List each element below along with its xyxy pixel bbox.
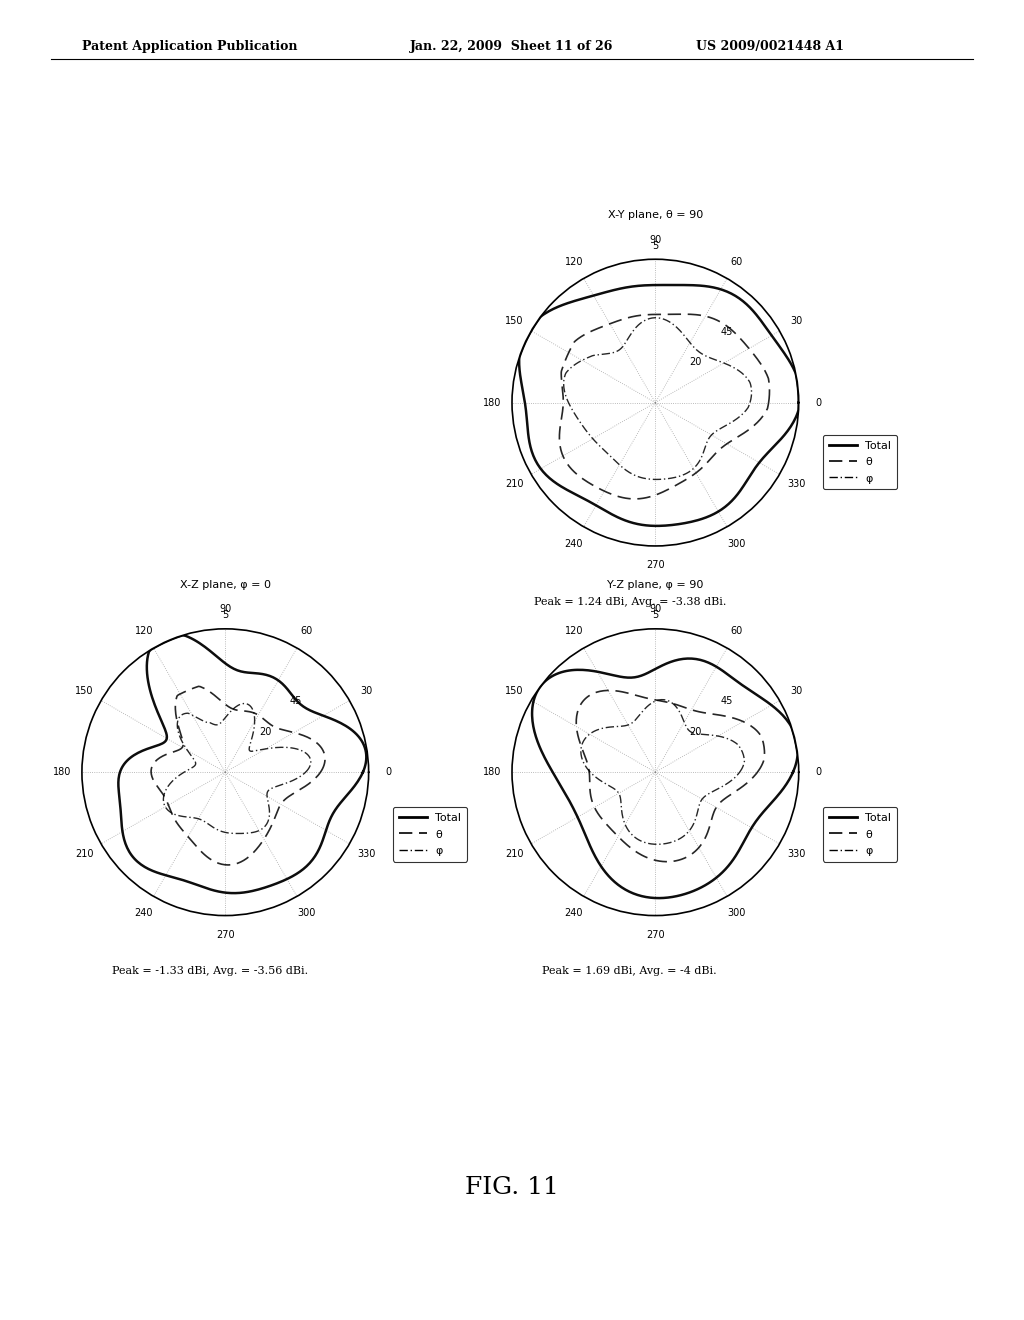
Legend: Total, θ, φ: Total, θ, φ: [823, 807, 897, 862]
Text: US 2009/0021448 A1: US 2009/0021448 A1: [696, 40, 845, 53]
Text: 20: 20: [690, 356, 702, 367]
Text: 45: 45: [290, 696, 302, 706]
Text: 5: 5: [222, 610, 228, 620]
Legend: Total, θ, φ: Total, θ, φ: [823, 434, 897, 490]
Text: Patent Application Publication: Patent Application Publication: [82, 40, 297, 53]
Text: Peak = 1.24 dBi, Avg. = -3.38 dBi.: Peak = 1.24 dBi, Avg. = -3.38 dBi.: [534, 597, 726, 607]
Text: Peak = 1.69 dBi, Avg. = -4 dBi.: Peak = 1.69 dBi, Avg. = -4 dBi.: [543, 966, 717, 977]
Text: 45: 45: [720, 326, 732, 337]
Text: FIG. 11: FIG. 11: [465, 1176, 559, 1200]
Title: X-Z plane, φ = 0: X-Z plane, φ = 0: [180, 579, 270, 590]
Title: Y-Z plane, φ = 90: Y-Z plane, φ = 90: [607, 579, 703, 590]
Text: Peak = -1.33 dBi, Avg. = -3.56 dBi.: Peak = -1.33 dBi, Avg. = -3.56 dBi.: [112, 966, 308, 977]
Text: 20: 20: [690, 726, 702, 737]
Title: X-Y plane, θ = 90: X-Y plane, θ = 90: [607, 210, 703, 220]
Legend: Total, θ, φ: Total, θ, φ: [393, 807, 467, 862]
Text: 5: 5: [652, 240, 658, 251]
Text: 20: 20: [260, 726, 272, 737]
Text: Jan. 22, 2009  Sheet 11 of 26: Jan. 22, 2009 Sheet 11 of 26: [410, 40, 613, 53]
Text: 45: 45: [720, 696, 732, 706]
Text: 5: 5: [652, 610, 658, 620]
